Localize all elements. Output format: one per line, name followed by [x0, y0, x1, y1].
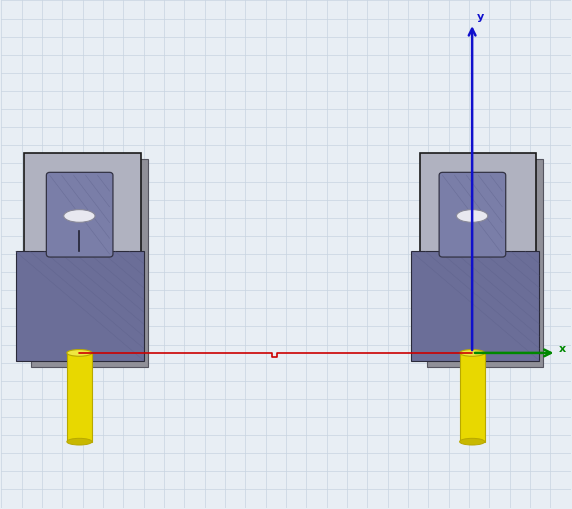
- Bar: [411, 252, 539, 361]
- Bar: [67, 353, 92, 442]
- FancyBboxPatch shape: [439, 173, 506, 258]
- Bar: [24, 153, 141, 361]
- Text: x: x: [559, 343, 566, 353]
- Ellipse shape: [67, 350, 92, 357]
- FancyBboxPatch shape: [46, 173, 113, 258]
- Text: y: y: [477, 12, 484, 22]
- Ellipse shape: [67, 438, 92, 445]
- Bar: [31, 159, 148, 367]
- Ellipse shape: [63, 210, 95, 223]
- Ellipse shape: [460, 438, 484, 445]
- Bar: [460, 353, 484, 442]
- Bar: [420, 153, 537, 361]
- Ellipse shape: [460, 350, 484, 357]
- Bar: [15, 252, 144, 361]
- Bar: [427, 159, 543, 367]
- Ellipse shape: [456, 210, 488, 223]
